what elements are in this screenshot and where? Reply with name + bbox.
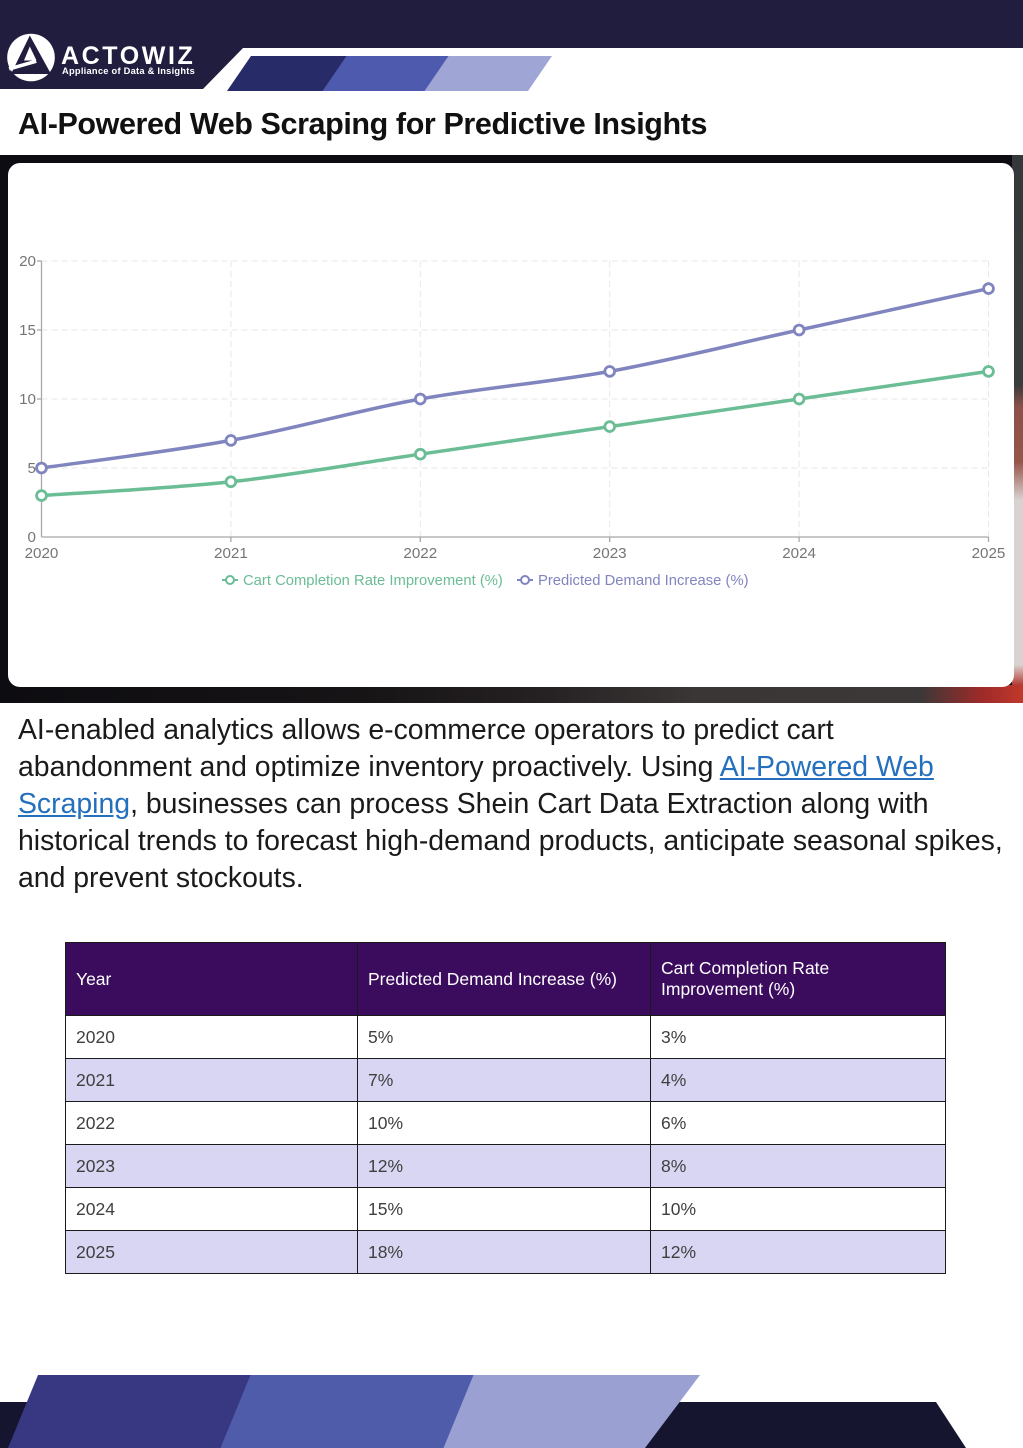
svg-text:20: 20 <box>19 253 36 270</box>
svg-text:2022: 2022 <box>403 545 437 562</box>
svg-text:15: 15 <box>19 322 36 339</box>
svg-text:Predicted Demand Increase (%): Predicted Demand Increase (%) <box>538 573 749 589</box>
svg-text:Appliance of Data & Insights: Appliance of Data & Insights <box>62 66 195 76</box>
svg-text:5: 5 <box>28 460 36 477</box>
svg-text:0: 0 <box>28 529 36 546</box>
svg-text:2025: 2025 <box>972 545 1006 562</box>
svg-text:10: 10 <box>19 391 36 408</box>
svg-text:ACTOWIZ: ACTOWIZ <box>61 42 195 70</box>
svg-text:2024: 2024 <box>782 545 816 562</box>
svg-text:2020: 2020 <box>25 545 59 562</box>
svg-text:Cart Completion Rate Improveme: Cart Completion Rate Improvement (%) <box>243 573 503 589</box>
svg-text:2023: 2023 <box>593 545 627 562</box>
svg-text:2021: 2021 <box>214 545 248 562</box>
